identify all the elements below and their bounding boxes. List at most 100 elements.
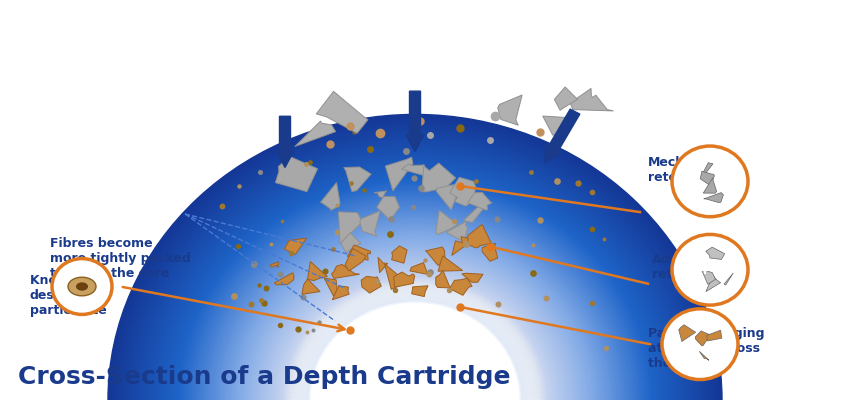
Wedge shape: [302, 295, 528, 400]
Polygon shape: [706, 247, 725, 260]
Polygon shape: [482, 243, 498, 261]
Wedge shape: [226, 224, 604, 400]
Polygon shape: [402, 164, 428, 177]
Polygon shape: [724, 273, 734, 285]
Wedge shape: [300, 293, 530, 400]
Wedge shape: [244, 241, 586, 400]
Wedge shape: [268, 263, 562, 400]
Wedge shape: [154, 157, 676, 400]
Polygon shape: [378, 257, 388, 273]
Wedge shape: [246, 243, 584, 400]
Wedge shape: [285, 279, 545, 400]
Wedge shape: [222, 220, 608, 400]
Wedge shape: [286, 280, 544, 400]
Polygon shape: [450, 177, 476, 206]
Polygon shape: [421, 163, 456, 192]
Polygon shape: [498, 95, 522, 125]
Wedge shape: [238, 235, 592, 400]
Wedge shape: [148, 152, 682, 400]
Wedge shape: [132, 137, 698, 400]
Wedge shape: [122, 128, 708, 400]
Wedge shape: [142, 146, 688, 400]
Wedge shape: [210, 209, 620, 400]
Wedge shape: [289, 282, 541, 400]
Text: Fibres become
more tightly packed
towards the core: Fibres become more tightly packed toward…: [50, 237, 191, 280]
Wedge shape: [216, 215, 614, 400]
Wedge shape: [295, 288, 535, 400]
Wedge shape: [156, 159, 674, 400]
Wedge shape: [232, 230, 598, 400]
Polygon shape: [285, 238, 306, 254]
Wedge shape: [110, 116, 720, 400]
Wedge shape: [260, 256, 570, 400]
Polygon shape: [543, 116, 574, 138]
Wedge shape: [126, 131, 704, 400]
Polygon shape: [316, 91, 368, 133]
Wedge shape: [182, 183, 648, 400]
Wedge shape: [292, 286, 538, 400]
Polygon shape: [361, 276, 381, 293]
Polygon shape: [345, 248, 366, 271]
Polygon shape: [338, 212, 362, 244]
Wedge shape: [262, 258, 568, 400]
Wedge shape: [212, 211, 618, 400]
Wedge shape: [160, 163, 670, 400]
Wedge shape: [174, 176, 656, 400]
Wedge shape: [290, 284, 540, 400]
Wedge shape: [298, 291, 532, 400]
Wedge shape: [292, 285, 538, 400]
Polygon shape: [359, 211, 380, 236]
Wedge shape: [136, 140, 694, 400]
Wedge shape: [184, 185, 646, 400]
Wedge shape: [118, 124, 712, 400]
Wedge shape: [234, 232, 596, 400]
Wedge shape: [130, 135, 700, 400]
Text: Known or
desired
particulate: Known or desired particulate: [30, 274, 107, 318]
Polygon shape: [324, 278, 337, 296]
Wedge shape: [138, 142, 692, 400]
Polygon shape: [570, 88, 613, 111]
Wedge shape: [124, 129, 706, 400]
Wedge shape: [298, 292, 531, 400]
Polygon shape: [700, 171, 715, 186]
Wedge shape: [300, 293, 530, 400]
Wedge shape: [198, 198, 632, 400]
Wedge shape: [303, 295, 527, 400]
Wedge shape: [158, 161, 672, 400]
Polygon shape: [452, 237, 474, 255]
Wedge shape: [152, 155, 678, 400]
Polygon shape: [332, 286, 349, 300]
Wedge shape: [120, 126, 710, 400]
Wedge shape: [170, 172, 660, 400]
Wedge shape: [230, 228, 600, 400]
Circle shape: [662, 309, 738, 380]
Wedge shape: [208, 208, 622, 400]
Wedge shape: [296, 290, 534, 400]
Polygon shape: [446, 221, 468, 242]
Polygon shape: [385, 157, 413, 191]
Polygon shape: [462, 273, 483, 282]
Wedge shape: [266, 261, 564, 400]
Polygon shape: [468, 224, 491, 248]
Wedge shape: [112, 118, 718, 400]
Polygon shape: [308, 262, 328, 280]
Wedge shape: [272, 267, 558, 400]
Polygon shape: [391, 246, 407, 263]
Wedge shape: [188, 189, 642, 400]
Polygon shape: [426, 247, 445, 266]
Wedge shape: [256, 252, 574, 400]
Wedge shape: [204, 204, 626, 400]
Wedge shape: [194, 194, 636, 400]
Wedge shape: [176, 178, 654, 400]
Wedge shape: [276, 271, 554, 400]
Wedge shape: [294, 287, 537, 400]
Wedge shape: [306, 299, 524, 400]
Wedge shape: [310, 302, 520, 400]
Polygon shape: [436, 185, 459, 210]
Wedge shape: [164, 166, 666, 400]
Polygon shape: [295, 121, 335, 146]
Wedge shape: [190, 191, 640, 400]
Wedge shape: [242, 239, 588, 400]
Wedge shape: [292, 286, 538, 400]
Wedge shape: [228, 226, 602, 400]
